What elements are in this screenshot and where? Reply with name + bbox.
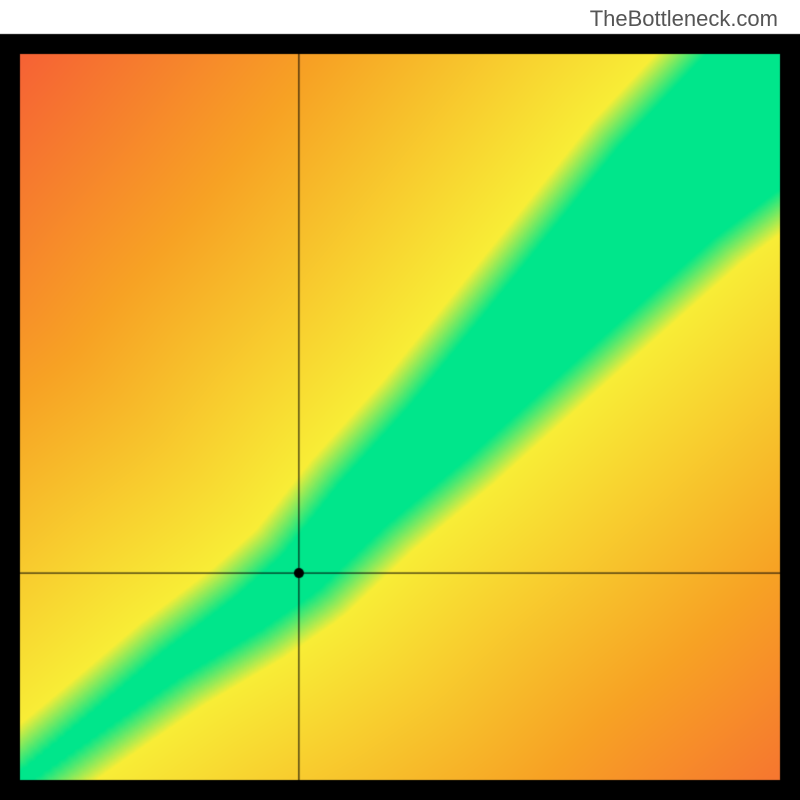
bottleneck-heatmap-canvas — [0, 0, 800, 800]
watermark-text: TheBottleneck.com — [590, 6, 778, 32]
chart-container: TheBottleneck.com — [0, 0, 800, 800]
